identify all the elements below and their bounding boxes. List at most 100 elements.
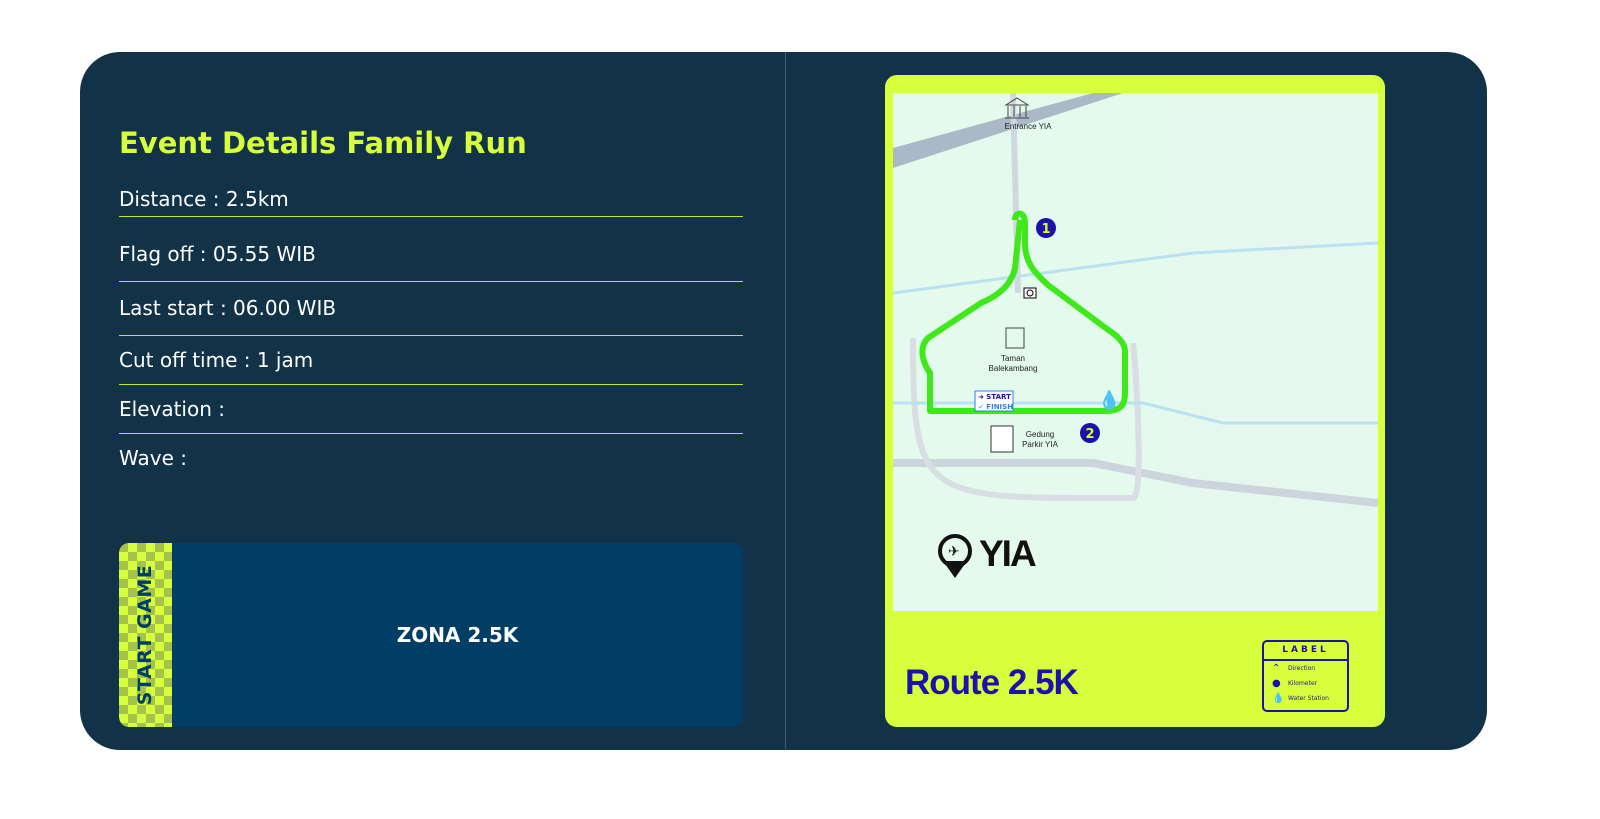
detail-last-start: Last start : 06.00 WIB [119, 296, 743, 336]
checker-square [137, 543, 146, 552]
km-marker-1 [1036, 218, 1056, 238]
checker-square [128, 696, 137, 705]
entrance-icon [1004, 97, 1030, 119]
checker-square [146, 696, 155, 705]
checker-square [155, 669, 164, 678]
checker-square [119, 705, 128, 714]
route-map-card: 1 2 ➜ START ✓ FINISH 💧 ✈ Entrance YIA Ta… [885, 75, 1385, 727]
checker-square [146, 714, 155, 723]
checker-square [164, 552, 172, 561]
checker-square [155, 633, 164, 642]
detail-wave: Wave : [119, 446, 187, 470]
checker-square [146, 606, 155, 615]
checker-square [119, 633, 128, 642]
checker-square [164, 624, 172, 633]
checker-square [128, 588, 137, 597]
legend-title: LABEL [1264, 642, 1347, 661]
checker-square [155, 687, 164, 696]
start-finish-gate [974, 390, 1014, 412]
checker-square [164, 570, 172, 579]
km-2-label: 2 [1085, 427, 1094, 442]
checker-square [155, 579, 164, 588]
checker-square [155, 723, 164, 727]
checker-square [146, 552, 155, 561]
checker-square [164, 660, 172, 669]
checker-square [146, 678, 155, 687]
checker-square [137, 651, 146, 660]
checker-square [137, 687, 146, 696]
river [893, 241, 1378, 295]
checker-square [119, 615, 128, 624]
checkered-strip: START GAME [119, 543, 172, 727]
route-line [919, 210, 1128, 414]
checker-square [146, 660, 155, 669]
page-title: Event Details Family Run [119, 126, 527, 160]
checker-square [146, 642, 155, 651]
legend-water: 💧 Water Station [1264, 691, 1347, 706]
water-station-icon: 💧 [1098, 389, 1120, 411]
detail-flag-off: Flag off : 05.55 WIB [119, 242, 743, 282]
map-legend: LABEL ⌃ Direction ● Kilometer 💧 Water Stati… [1262, 640, 1349, 712]
legend-direction: ⌃ Direction [1264, 661, 1347, 676]
checker-square [155, 651, 164, 660]
park-icon [1005, 327, 1025, 349]
camera-icon [1023, 287, 1037, 299]
checker-square [119, 561, 128, 570]
start-label: ➜ START [978, 393, 1011, 401]
checker-square [137, 561, 146, 570]
checker-square [119, 669, 128, 678]
checker-square [128, 660, 137, 669]
checker-square [146, 570, 155, 579]
checker-square [119, 597, 128, 606]
route-title: Route 2.5K [905, 663, 1079, 702]
checker-square [137, 597, 146, 606]
zone-label: ZONA 2.5K [396, 623, 519, 647]
checker-square [146, 588, 155, 597]
km-marker-2 [1080, 423, 1100, 443]
detail-elevation: Elevation : [119, 397, 743, 434]
checker-square [119, 723, 128, 727]
checker-square [137, 723, 146, 727]
divider [785, 52, 786, 750]
checker-square [164, 642, 172, 651]
checker-square [137, 633, 146, 642]
checker-square [119, 687, 128, 696]
checker-square [155, 597, 164, 606]
km-1-label: 1 [1041, 222, 1050, 237]
checker-square [128, 642, 137, 651]
airplane-icon: ✈ [948, 544, 960, 560]
checker-square [155, 561, 164, 570]
detail-distance: Distance : 2.5km [119, 187, 743, 217]
entrance-label: Entrance YIA [1004, 122, 1052, 131]
checker-square [155, 705, 164, 714]
checker-square [164, 696, 172, 705]
checker-square [137, 669, 146, 678]
checker-square [119, 543, 128, 552]
checker-square [128, 714, 137, 723]
checker-square [119, 651, 128, 660]
parking-label: Gedung Parkir YIA [1022, 430, 1058, 449]
checker-square [155, 615, 164, 624]
chevron-up-icon: ⌃ [1272, 663, 1281, 674]
checker-square [128, 624, 137, 633]
checker-square [137, 615, 146, 624]
checker-square [128, 678, 137, 687]
building-icon [990, 425, 1014, 453]
checker-square [128, 606, 137, 615]
checker-square [164, 588, 172, 597]
detail-cut-off: Cut off time : 1 jam [119, 348, 743, 385]
park-label: Taman Balekambang [988, 354, 1038, 373]
road [893, 459, 1378, 507]
legend-label: Water Station [1288, 695, 1329, 702]
checker-square [164, 606, 172, 615]
start-game-label: START GAME [134, 564, 156, 706]
checker-square [137, 705, 146, 714]
checker-square [164, 678, 172, 687]
checker-square [128, 552, 137, 561]
finish-label: ✓ FINISH [978, 403, 1013, 411]
map-svg: 1 2 ➜ START ✓ FINISH 💧 ✈ [893, 93, 1378, 611]
checker-square [137, 579, 146, 588]
legend-label: Kilometer [1288, 680, 1317, 687]
checker-square [164, 714, 172, 723]
yia-logo: YIA [979, 533, 1037, 574]
